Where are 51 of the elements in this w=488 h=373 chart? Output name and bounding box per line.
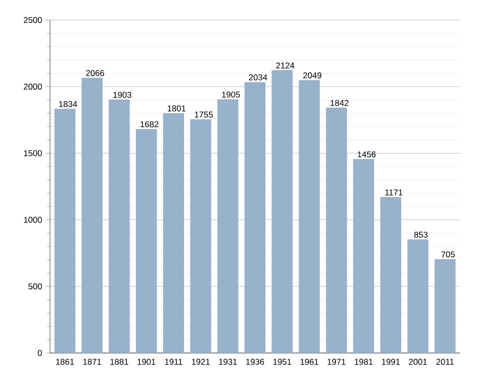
x-tick-label: 1911	[165, 358, 182, 365]
data-label: 1905	[222, 92, 240, 98]
y-tick-label: 1000	[24, 216, 42, 223]
data-label: 1171	[385, 190, 402, 196]
bar	[434, 259, 456, 353]
bar	[217, 99, 238, 353]
data-label: 1842	[330, 100, 348, 106]
data-label: 1755	[194, 112, 213, 118]
data-label: 2124	[276, 62, 294, 68]
x-tick-label: 1921	[192, 358, 210, 365]
x-tick-label: 2001	[408, 358, 427, 365]
data-label: 853	[414, 232, 428, 238]
x-tick-label: 1861	[56, 358, 74, 365]
y-tick-label: 500	[28, 283, 42, 290]
x-tick-label: 1991	[382, 358, 400, 365]
data-label: 1456	[358, 151, 376, 158]
bar	[407, 239, 428, 353]
data-label: 1682	[140, 121, 158, 128]
x-tick-label: 1871	[83, 358, 102, 365]
data-label: 2066	[86, 70, 104, 76]
y-tick-label: 1500	[24, 150, 42, 156]
x-tick-label: 1971	[328, 358, 346, 365]
bar	[353, 159, 374, 353]
x-tick-label: 1931	[219, 358, 237, 365]
y-tick-label: 2500	[24, 17, 42, 23]
bar	[272, 70, 293, 353]
bar	[108, 100, 130, 353]
bar	[380, 197, 402, 353]
data-label: 1834	[59, 101, 78, 108]
data-label: 1801	[168, 105, 186, 112]
x-tick-label: 1981	[354, 358, 373, 365]
x-tick-label: 1936	[246, 358, 264, 365]
x-tick-label: 2011	[436, 358, 454, 365]
x-tick-label: 1901	[138, 358, 156, 365]
bar	[136, 128, 157, 353]
data-label: 2049	[303, 72, 322, 78]
bar	[163, 113, 184, 353]
y-tick-label: 0	[38, 350, 42, 356]
bar	[190, 119, 212, 353]
bar	[244, 82, 266, 353]
data-label: 2034	[248, 74, 268, 80]
y-tick-label: 2000	[24, 84, 42, 90]
x-tick-label: 1951	[273, 358, 292, 365]
x-tick-label: 1961	[300, 358, 318, 365]
bar	[82, 78, 103, 353]
bar	[326, 108, 347, 353]
bar	[298, 80, 320, 353]
data-label: 1903	[113, 92, 132, 98]
bar	[54, 108, 76, 353]
data-label: 705	[441, 251, 455, 258]
x-tick-label: 1881	[110, 358, 128, 365]
